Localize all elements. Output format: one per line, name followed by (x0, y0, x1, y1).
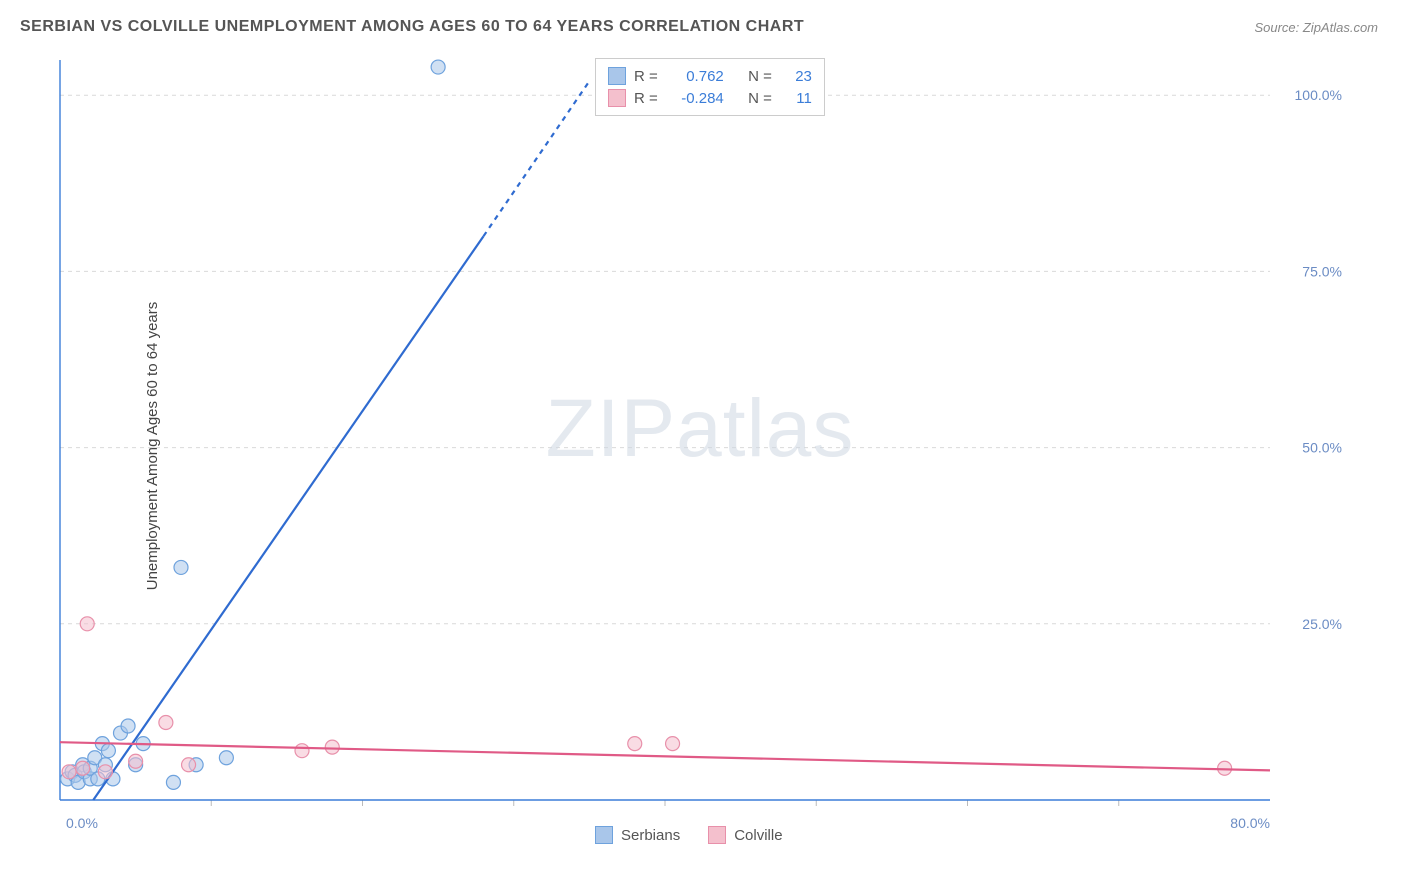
trend-line-serbians (93, 236, 483, 800)
n-label: N = (748, 90, 772, 107)
series-legend: Serbians Colville (595, 826, 783, 844)
data-point-serbians (101, 744, 115, 758)
data-point-colville (129, 754, 143, 768)
data-point-serbians (219, 751, 233, 765)
x-tick-label: 80.0% (1230, 815, 1270, 831)
y-tick-label: 75.0% (1302, 263, 1342, 279)
data-point-colville (62, 765, 76, 779)
data-point-colville (325, 740, 339, 754)
x-tick-label: 0.0% (66, 815, 98, 831)
r-label: R = (634, 90, 658, 107)
n-value-colville: 11 (780, 90, 812, 107)
y-tick-label: 50.0% (1302, 440, 1342, 456)
legend-label-colville: Colville (734, 827, 782, 844)
swatch-serbians-icon (608, 67, 626, 85)
legend-item-colville: Colville (708, 826, 782, 844)
y-tick-label: 100.0% (1295, 87, 1342, 103)
scatter-plot: 25.0%50.0%75.0%100.0%0.0%80.0% ZIPatlas … (50, 50, 1350, 840)
data-point-colville (98, 765, 112, 779)
trend-line-dashed-serbians (484, 81, 590, 236)
data-point-colville (76, 761, 90, 775)
stats-row-colville: R = -0.284 N = 11 (608, 87, 812, 109)
data-point-serbians (174, 560, 188, 574)
chart-svg: 25.0% 50.0% 75.0% 100.0% 0.0% 80.0% (50, 50, 1350, 840)
y-tick-label: 25.0% (1302, 616, 1342, 632)
data-point-colville (159, 715, 173, 729)
r-value-serbians: 0.762 (666, 68, 724, 85)
legend-swatch-serbians-icon (595, 826, 613, 844)
n-value-serbians: 23 (780, 68, 812, 85)
r-label: R = (634, 68, 658, 85)
data-point-colville (80, 617, 94, 631)
data-point-serbians (121, 719, 135, 733)
chart-title: SERBIAN VS COLVILLE UNEMPLOYMENT AMONG A… (20, 18, 804, 36)
source-attribution: Source: ZipAtlas.com (1254, 20, 1378, 35)
legend-item-serbians: Serbians (595, 826, 680, 844)
legend-label-serbians: Serbians (621, 827, 680, 844)
data-point-colville (628, 737, 642, 751)
n-label: N = (748, 68, 772, 85)
stats-row-serbians: R = 0.762 N = 23 (608, 65, 812, 87)
data-point-colville (295, 744, 309, 758)
correlation-stats-box: R = 0.762 N = 23 R = -0.284 N = 11 (595, 58, 825, 116)
data-point-colville (182, 758, 196, 772)
swatch-colville-icon (608, 89, 626, 107)
data-point-serbians (166, 775, 180, 789)
legend-swatch-colville-icon (708, 826, 726, 844)
data-point-serbians (431, 60, 445, 74)
r-value-colville: -0.284 (666, 90, 724, 107)
data-point-colville (666, 737, 680, 751)
trend-line-colville (60, 742, 1270, 770)
